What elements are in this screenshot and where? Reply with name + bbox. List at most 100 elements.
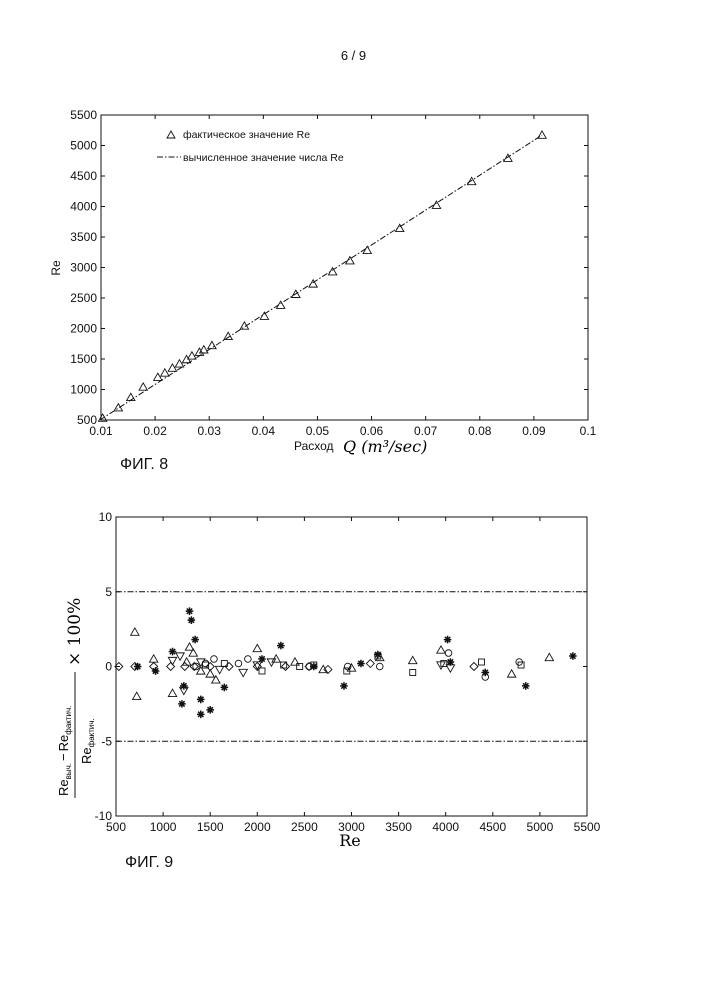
fig9-point-triangle [437,646,445,653]
fig9-ylabel-numerator: Reвыч.−Reфактич. [56,706,73,796]
fig9-ytick-label: 0 [105,660,112,674]
figure-8-chart: 0.010.020.030.040.050.060.070.080.090.1 … [49,108,597,473]
fig9-point-triangle [131,628,139,635]
fig8-point-triangle [114,404,122,411]
fig9-point-circle [245,656,252,663]
fig9-point-diamond [282,663,290,671]
fig9-point-triangle [507,670,515,677]
fig9-point-circle [235,660,242,667]
fig9-point-star [206,706,214,714]
fig8-legend-triangle-icon [167,131,175,138]
fig9-point-diamond [366,660,374,668]
fig9-point-triangle [545,653,553,660]
fig9-point-star [357,660,365,668]
fig8-point-triangle [154,373,162,380]
fig9-ylabel-re-a: Re [56,779,71,796]
fig8-point-triangle [168,364,176,371]
fig8-point-triangle [139,383,147,390]
fig9-point-square [297,664,303,670]
fig8-point-triangle [276,301,284,308]
fig8-ytick-label: 1500 [70,352,97,366]
fig8-ytick-label: 3500 [70,230,97,244]
fig8-point-triangle [200,346,208,353]
fig9-point-star [134,663,142,671]
fig9-point-circle [445,650,452,657]
fig9-ylabel: Reвыч.−Reфактич. Reфактич. × 100% [56,598,96,798]
fig8-xtick-label: 0.09 [522,424,546,438]
fig9-point-star [197,696,205,704]
fig9-point-star [180,682,188,690]
fig9-xtick-label: 2000 [244,820,271,834]
fig9-point-triangle [133,692,141,699]
fig8-point-triangle [224,332,232,339]
fig8-xlabel-math: Q (m³/sec) [343,437,427,456]
fig8-ytick-label: 5500 [70,108,97,122]
fig9-point-square [259,668,265,674]
fig9-point-star [340,682,348,690]
fig9-point-triangle [168,689,176,696]
fig9-point-triangle-down [215,666,223,673]
fig9-ylabel-minus: − [56,753,71,761]
fig8-plot-frame [101,115,588,420]
fig9-point-star [178,700,186,708]
fig8-legend-entry-2: вычисленное значение числа Re [183,152,344,164]
fig9-ytick-label: 10 [99,510,113,524]
fig9-point-diamond [470,663,478,671]
fig9-xlabel: Re [339,831,361,850]
fig8-point-triangle [175,360,183,367]
fig9-ylabel-re-den: Re [79,747,94,764]
fig8-xtick-label: 0.08 [468,424,492,438]
fig8-ytick-label: 4500 [70,169,97,183]
fig9-ylabel-re-b: Re [56,735,71,752]
fig8-ytick-label: 2000 [70,322,97,336]
fig9-ytick-label: -5 [101,734,112,748]
fig9-point-star [197,711,205,719]
fig9-point-square [478,659,484,665]
fig8-ytick-label: 4000 [70,200,97,214]
fig9-point-triangle-down [197,659,205,666]
fig9-ytick-label: 5 [105,585,112,599]
fig8-xtick-label: 0.07 [414,424,438,438]
fig8-ytick-label: 2500 [70,291,97,305]
fig9-ylabel-sub-a: выч. [64,763,73,779]
fig8-xtick-label: 0.04 [252,424,276,438]
fig9-point-square [410,669,416,675]
fig8-ytick-label: 5000 [70,139,97,153]
fig9-point-diamond [181,663,189,671]
fig9-point-triangle-down [239,669,247,676]
fig9-y-ticks: -10 -5 0 5 10 [95,510,587,823]
fig8-xtick-label: 0.02 [143,424,167,438]
fig9-point-star [522,682,530,690]
fig8-xlabel-prefix: Расход [294,439,334,453]
fig9-ylabel-sub-den: фактич. [87,718,96,747]
fig8-legend: фактическое значение Re вычисленное знач… [157,129,344,164]
fig8-point-triangle [195,348,203,355]
fig9-data-marks [115,607,577,718]
fig9-ytick-label: -10 [95,809,113,823]
fig9-point-star [188,616,196,624]
fig9-xtick-label: 3500 [385,820,412,834]
fig8-point-triangle [127,393,135,400]
fig8-ytick-label: 3000 [70,261,97,275]
fig9-point-circle [376,663,383,670]
fig8-ylabel: Re [49,260,63,276]
fig9-xtick-label: 4000 [432,820,459,834]
fig8-data-marks [98,131,546,421]
fig8-point-triangle [161,369,169,376]
fig9-figure-label: ФИГ. 9 [125,854,173,871]
fig8-legend-entry-1: фактическое значение Re [183,129,310,141]
fig9-point-star [169,648,177,656]
fig9-point-circle [202,660,209,667]
fig8-computed-line [100,135,542,420]
fig9-point-triangle [149,655,157,662]
fig9-point-star [277,642,285,650]
fig9-reference-lines [116,592,587,742]
fig9-point-triangle [409,656,417,663]
fig8-xtick-label: 0.03 [198,424,222,438]
fig9-plot-frame [116,517,587,816]
fig8-ytick-label: 1000 [70,383,97,397]
fig8-ytick-label: 500 [77,413,97,427]
fig8-point-triangle [346,257,354,264]
fig9-point-circle [211,656,218,663]
fig9-xtick-label: 1000 [150,820,177,834]
